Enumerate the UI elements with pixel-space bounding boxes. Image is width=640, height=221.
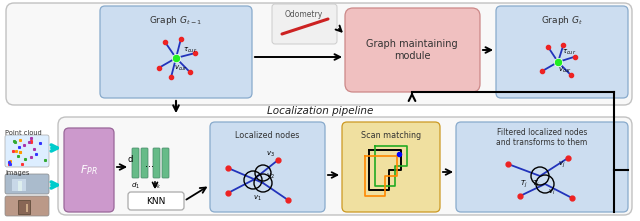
Text: Graph $G_{t-1}$: Graph $G_{t-1}$	[149, 14, 203, 27]
Text: $\tau_{cur}$: $\tau_{cur}$	[183, 45, 197, 55]
Text: $d_1$: $d_1$	[131, 181, 140, 191]
FancyBboxPatch shape	[64, 128, 114, 212]
Text: $T_j$: $T_j$	[520, 179, 527, 190]
FancyBboxPatch shape	[162, 148, 169, 178]
FancyBboxPatch shape	[5, 135, 49, 167]
FancyBboxPatch shape	[456, 122, 628, 212]
FancyBboxPatch shape	[345, 8, 480, 92]
FancyBboxPatch shape	[5, 196, 49, 216]
Text: Localization pipeline: Localization pipeline	[267, 106, 373, 116]
Text: $v_3$: $v_3$	[266, 150, 275, 159]
Text: $v_1$: $v_1$	[253, 194, 262, 203]
Text: $d_k$: $d_k$	[152, 181, 161, 191]
Text: $v_j$: $v_j$	[558, 160, 566, 170]
FancyBboxPatch shape	[141, 148, 148, 178]
Text: $T_i$: $T_i$	[532, 179, 540, 189]
FancyBboxPatch shape	[5, 174, 49, 194]
FancyBboxPatch shape	[153, 148, 160, 178]
FancyBboxPatch shape	[496, 6, 628, 98]
Text: $\tau_{cur}$: $\tau_{cur}$	[562, 47, 576, 57]
Text: Localized nodes: Localized nodes	[235, 131, 299, 140]
Text: Graph maintaining
module: Graph maintaining module	[366, 39, 458, 61]
Text: Images: Images	[5, 170, 29, 176]
Bar	[18, 181, 22, 191]
FancyBboxPatch shape	[342, 122, 440, 212]
FancyBboxPatch shape	[128, 192, 184, 210]
FancyBboxPatch shape	[58, 117, 632, 215]
Text: ...: ...	[145, 159, 154, 169]
Text: Filtered localized nodes
and transforms to them: Filtered localized nodes and transforms …	[497, 128, 588, 147]
FancyBboxPatch shape	[6, 3, 632, 105]
Text: Point cloud: Point cloud	[5, 130, 42, 136]
FancyBboxPatch shape	[100, 6, 252, 98]
Bar	[18, 200, 30, 214]
Text: $v_i$: $v_i$	[548, 188, 556, 197]
Text: Scan matching: Scan matching	[361, 131, 421, 140]
Text: Graph $G_t$: Graph $G_t$	[541, 14, 583, 27]
Text: $v_{cur}$: $v_{cur}$	[558, 65, 572, 75]
Text: Odometry: Odometry	[285, 10, 323, 19]
FancyBboxPatch shape	[132, 148, 139, 178]
Text: $v_{cur}$: $v_{cur}$	[174, 63, 188, 73]
Text: d: d	[128, 156, 133, 164]
FancyBboxPatch shape	[272, 4, 337, 44]
Text: $F_{PR}$: $F_{PR}$	[80, 163, 98, 177]
Bar	[12, 179, 26, 191]
Bar	[26, 204, 28, 212]
Text: KNN: KNN	[147, 196, 166, 206]
FancyBboxPatch shape	[210, 122, 325, 212]
Text: $v_2$: $v_2$	[266, 172, 275, 181]
